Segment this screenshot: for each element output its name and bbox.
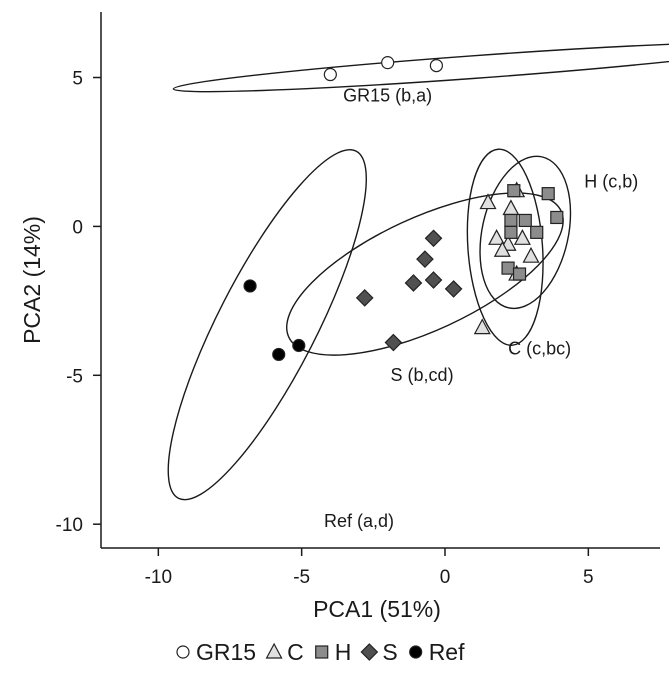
- ellipse-c: [466, 148, 544, 346]
- labels-layer: GR15 (b,a) H (c,b) C (c,bc) S (b,cd) Ref (a,…: [324, 85, 638, 531]
- point-s: [444, 280, 463, 298]
- y-tick-label: 0: [72, 217, 83, 238]
- point-c: [502, 199, 520, 216]
- group-label: GR15 (b,a): [343, 85, 432, 105]
- legend-label-c: C: [287, 639, 304, 665]
- ellipse-gr15: [172, 41, 669, 93]
- y-tick-label: 5: [72, 69, 83, 90]
- legend-marker-h: [315, 645, 329, 659]
- point-h: [501, 261, 515, 275]
- point-h: [550, 210, 564, 225]
- point-h: [504, 213, 518, 228]
- point-s: [355, 289, 374, 307]
- y-tick-label: -5: [66, 366, 83, 387]
- x-tick-label: -5: [293, 567, 310, 588]
- y-axis-title: PCA2 (14%): [19, 216, 45, 344]
- axes-layer: -10 -5 0 5 5 0 -5 -10: [56, 12, 660, 588]
- point-h: [507, 184, 521, 198]
- point-ref: [243, 279, 257, 293]
- point-gr15: [429, 58, 443, 73]
- group-label: H (c,b): [584, 172, 638, 192]
- point-c: [479, 193, 497, 210]
- point-c: [488, 229, 506, 245]
- x-tick-label: -10: [145, 567, 172, 588]
- point-c: [493, 240, 511, 257]
- legend-label-gr15: GR15: [196, 639, 256, 665]
- point-gr15: [323, 67, 337, 82]
- group-label: Ref (a,d): [324, 511, 394, 531]
- group-label: C (c,bc): [508, 338, 571, 358]
- legend: GR15 C H S Ref: [176, 639, 465, 665]
- point-gr15: [381, 56, 395, 70]
- ellipse-ref: [167, 148, 367, 501]
- legend-marker-s: [360, 643, 379, 661]
- ellipses-layer: [167, 41, 669, 501]
- point-c: [513, 229, 531, 245]
- x-axis-title: PCA1 (51%): [313, 596, 441, 622]
- points-layer: [243, 56, 564, 362]
- point-h: [512, 267, 527, 281]
- point-s: [416, 250, 434, 269]
- point-s: [424, 271, 443, 289]
- point-s: [384, 333, 403, 352]
- legend-label-ref: Ref: [429, 639, 465, 665]
- point-h: [504, 225, 518, 239]
- legend-marker-c: [265, 642, 283, 659]
- point-c: [522, 246, 540, 263]
- point-s: [404, 274, 423, 292]
- legend-marker-gr15: [176, 645, 190, 659]
- ellipse-h: [479, 155, 572, 310]
- point-h: [530, 225, 544, 239]
- legend-label-s: S: [382, 639, 397, 665]
- legend-marker-ref: [409, 645, 423, 659]
- x-tick-label: 0: [440, 567, 451, 588]
- point-c: [473, 318, 491, 335]
- y-tick-label: -10: [56, 515, 83, 536]
- legend-label-h: H: [335, 639, 352, 665]
- point-h: [541, 187, 555, 201]
- point-ref: [292, 338, 306, 353]
- group-label: S (b,cd): [391, 365, 454, 385]
- x-tick-label: 5: [583, 567, 594, 588]
- point-ref: [272, 347, 286, 362]
- point-s: [424, 229, 443, 248]
- point-h: [518, 213, 532, 228]
